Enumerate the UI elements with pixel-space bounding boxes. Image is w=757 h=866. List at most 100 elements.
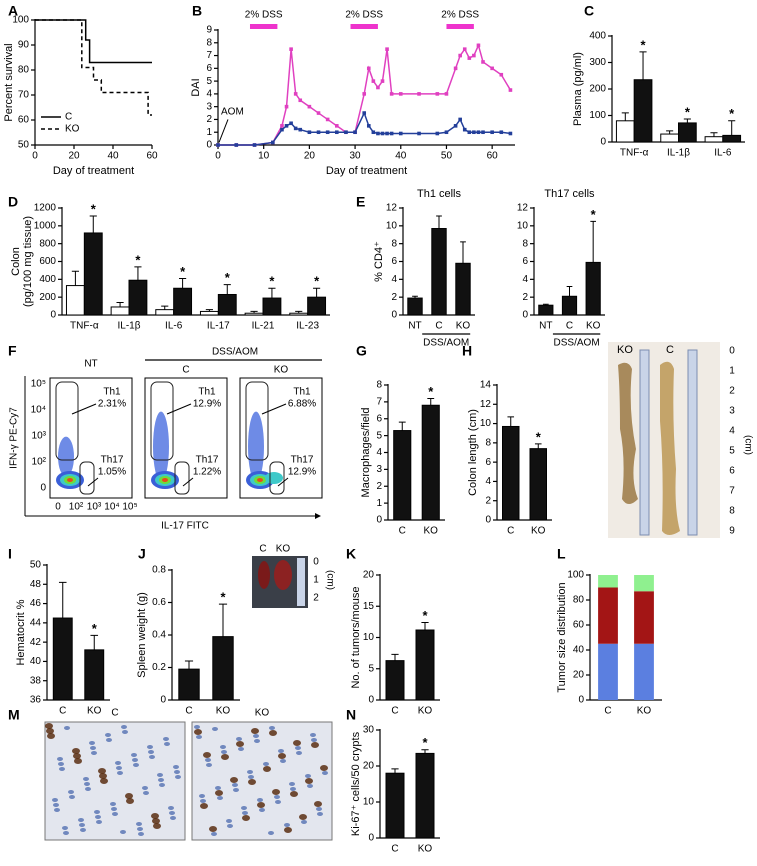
nucleus xyxy=(196,735,202,739)
nucleus xyxy=(259,808,265,812)
nucleus xyxy=(209,826,217,832)
y-axis-label: Colon length (cm) xyxy=(467,409,479,496)
scale-label: 1 xyxy=(313,575,319,586)
point-marker xyxy=(289,47,293,51)
gate-arrow xyxy=(182,477,194,487)
y-tick-label: 60 xyxy=(18,115,30,126)
x-tick-label: 0 xyxy=(32,151,38,162)
nucleus xyxy=(80,828,86,832)
point-marker xyxy=(316,111,321,115)
x-tick-label: C xyxy=(391,706,398,717)
x-tick-label: 20 xyxy=(304,151,316,162)
y-tick-label: 46 xyxy=(30,598,42,609)
x-tick-label: KO xyxy=(216,706,231,717)
y-tick-label: 0 xyxy=(578,695,584,706)
bar-segment xyxy=(634,591,654,644)
y-tick-label: 0 xyxy=(40,483,46,494)
nucleus xyxy=(73,753,81,759)
group-label: DSS/AOM xyxy=(212,347,258,358)
bar xyxy=(307,296,327,316)
nucleus xyxy=(94,810,100,814)
x-tick-label: C xyxy=(566,321,573,332)
point-marker xyxy=(476,43,481,48)
point-marker xyxy=(481,60,485,64)
point-marker xyxy=(385,47,389,51)
nucleus xyxy=(311,742,319,748)
x-tick-label: 60 xyxy=(146,151,158,162)
nucleus xyxy=(305,774,311,778)
panel-label: N xyxy=(346,707,356,723)
error-bar xyxy=(218,603,228,637)
significance-mark: * xyxy=(92,621,98,636)
bar xyxy=(538,304,554,316)
y-axis-label: Hematocrit % xyxy=(15,599,27,665)
point-marker xyxy=(316,130,321,135)
nucleus xyxy=(112,812,118,816)
nucleus xyxy=(257,802,265,808)
nucleus xyxy=(236,737,242,741)
nucleus xyxy=(163,737,169,741)
y-tick-label: 8 xyxy=(376,380,382,391)
error-bar xyxy=(666,130,674,135)
nucleus xyxy=(299,814,307,820)
treatment-period xyxy=(446,24,474,29)
scale-unit: (cm) xyxy=(742,435,753,455)
spleen xyxy=(274,560,292,590)
error-bar xyxy=(590,220,597,263)
nucleus xyxy=(221,754,229,760)
gate-arrow xyxy=(87,477,99,487)
point-marker xyxy=(325,130,330,135)
cloud xyxy=(257,478,263,482)
nucleus xyxy=(147,745,153,749)
y-axis-label: No. of tumors/mouse xyxy=(350,586,362,688)
nucleus xyxy=(269,730,277,736)
y-tick-label: 10³ xyxy=(32,431,47,442)
group-label: DSS/AOM xyxy=(423,338,469,349)
y-tick-label: 5 xyxy=(376,430,382,441)
period-label: 2% DSS xyxy=(441,10,479,21)
x-tick-label: NT xyxy=(408,321,421,332)
x-tick-label: C xyxy=(185,706,192,717)
tissue xyxy=(618,362,638,504)
x-tick-label: KO xyxy=(456,321,471,332)
y-tick-label: 15 xyxy=(363,601,375,612)
scale-label: 5 xyxy=(729,446,735,457)
cloud xyxy=(248,411,264,482)
panel-label: M xyxy=(8,707,20,723)
point-marker xyxy=(307,130,312,135)
bar xyxy=(407,297,423,316)
y-tick-label: 0 xyxy=(600,137,606,148)
scale-label: 0 xyxy=(729,346,735,357)
nucleus xyxy=(117,771,123,775)
nucleus xyxy=(120,830,126,834)
y-tick-label: 3 xyxy=(206,101,212,112)
nucleus xyxy=(63,831,69,835)
nucleus xyxy=(64,726,70,730)
y-axis-label: % CD4⁺ xyxy=(373,241,385,282)
nucleus xyxy=(278,753,286,759)
x-axis-label: IL-17 FITC xyxy=(161,521,209,532)
x-tick-label: IL-6 xyxy=(714,148,732,159)
y-tick-label: 200 xyxy=(39,292,56,303)
y-tick-label: 12 xyxy=(386,203,398,214)
y-tick-label: 10² xyxy=(32,457,47,468)
significance-mark: * xyxy=(685,104,691,119)
nucleus xyxy=(157,773,163,777)
y-tick-label: 1 xyxy=(376,498,382,509)
nucleus xyxy=(84,782,90,786)
point-marker xyxy=(366,124,371,128)
y-tick-label: 42 xyxy=(30,637,42,648)
y-tick-label: 10⁴ xyxy=(31,405,46,416)
error-bar xyxy=(313,287,321,298)
y-axis-label: Spleen weight (g) xyxy=(136,592,148,678)
nucleus xyxy=(263,762,269,766)
y-tick-label: 0 xyxy=(368,833,374,844)
gate-arrow xyxy=(71,403,97,415)
x-tick-label: 10³ xyxy=(87,502,102,513)
nucleus xyxy=(203,752,211,758)
point-marker xyxy=(490,66,494,71)
y-tick-label: 400 xyxy=(589,31,606,42)
y-tick-label: 50 xyxy=(30,560,42,571)
x-tick-label: KO xyxy=(531,526,546,537)
nucleus xyxy=(227,824,233,828)
